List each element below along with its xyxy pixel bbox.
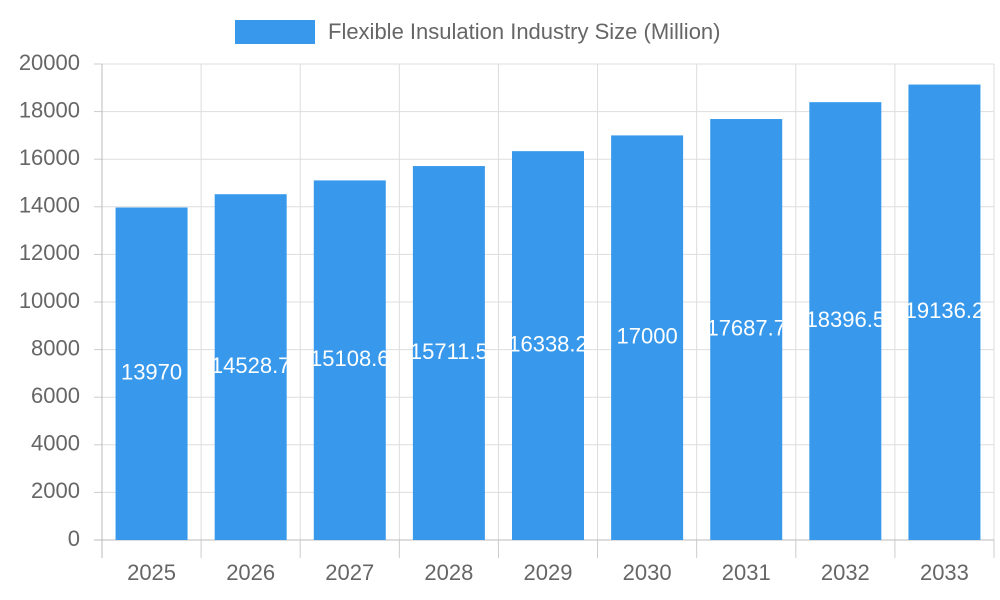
x-tick-label: 2030 (623, 560, 672, 585)
y-tick-label: 6000 (31, 383, 80, 408)
y-tick-label: 12000 (19, 240, 80, 265)
data-label: 16338.2 (508, 331, 588, 356)
legend-label: Flexible Insulation Industry Size (Milli… (328, 19, 721, 44)
data-label: 13970 (121, 360, 182, 385)
x-tick-label: 2025 (127, 560, 176, 585)
y-tick-label: 20000 (19, 50, 80, 75)
x-tick-label: 2027 (325, 560, 374, 585)
x-tick-label: 2033 (920, 560, 969, 585)
y-tick-label: 14000 (19, 193, 80, 218)
data-label: 17687.7 (706, 315, 786, 340)
x-tick-label: 2026 (226, 560, 275, 585)
legend-swatch (235, 20, 315, 44)
bar (412, 166, 485, 541)
y-tick-label: 16000 (19, 145, 80, 170)
y-tick-label: 4000 (31, 431, 80, 456)
x-tick-label: 2029 (524, 560, 573, 585)
data-label: 19136.2 (905, 298, 985, 323)
data-label: 15711.5 (410, 339, 488, 364)
data-label: 17000 (617, 324, 678, 349)
y-tick-label: 18000 (19, 97, 80, 122)
x-tick-label: 2028 (424, 560, 473, 585)
bar (611, 135, 684, 540)
bar (512, 151, 584, 541)
x-tick-label: 2032 (821, 560, 870, 585)
data-label: 18396.5 (806, 307, 886, 332)
y-tick-label: 8000 (31, 335, 80, 360)
y-tick-label: 0 (68, 526, 80, 551)
bar (313, 180, 386, 540)
bar (710, 119, 783, 540)
data-label: 15108.6 (310, 346, 390, 371)
bar (908, 84, 981, 540)
bar (115, 207, 188, 540)
bar (809, 102, 882, 540)
y-tick-label: 10000 (19, 288, 80, 313)
bar (214, 194, 287, 541)
data-label: 14528.7 (211, 353, 291, 378)
y-tick-label: 2000 (31, 478, 80, 503)
x-tick-label: 2031 (722, 560, 771, 585)
